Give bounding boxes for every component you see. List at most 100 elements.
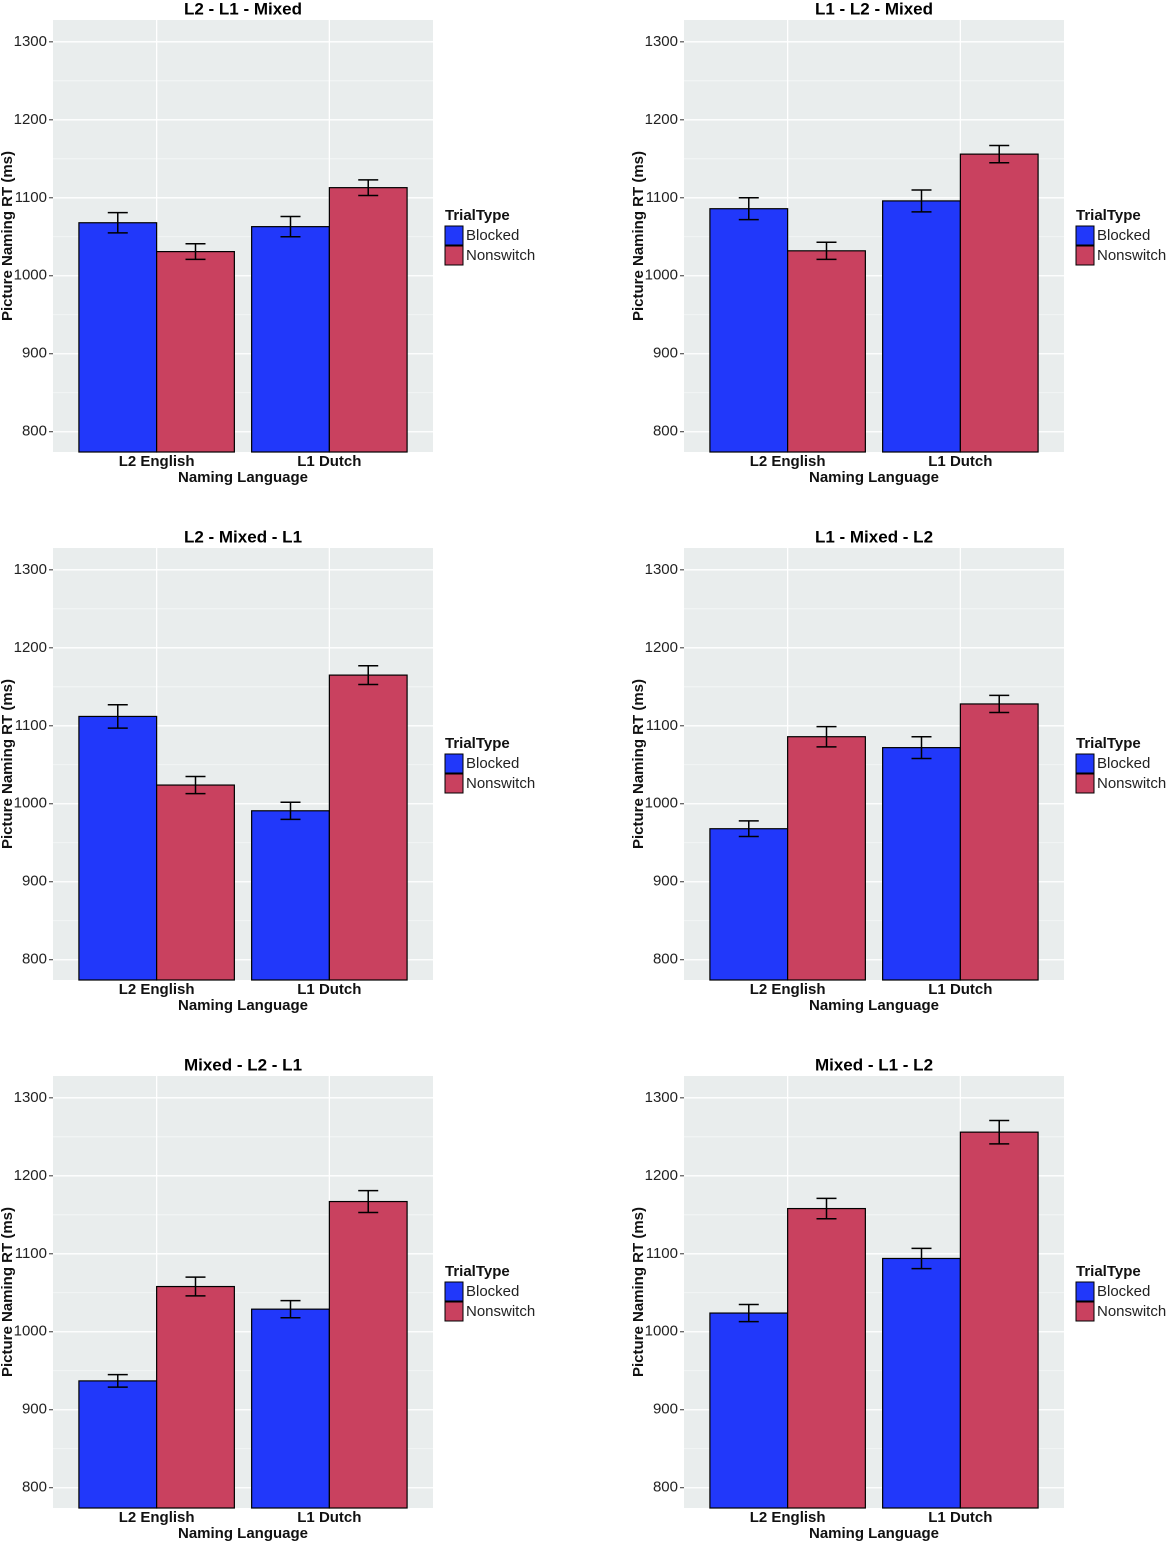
y-tick-label: 1100: [15, 189, 47, 206]
legend-key: [1075, 1281, 1095, 1302]
error-bar: [107, 1373, 128, 1388]
x-tick-label: L2 English: [750, 453, 826, 470]
error-bar: [816, 725, 837, 748]
error-bar: [185, 243, 206, 261]
y-tick-label: 1100: [15, 1245, 47, 1262]
bar: [709, 828, 789, 981]
y-tick-label: 800: [22, 423, 47, 440]
legend-label: Nonswitch: [466, 775, 535, 792]
y-axis-label: Picture Naming RT (ms): [0, 679, 16, 849]
y-tick-label: 1300: [14, 33, 47, 50]
bar: [882, 1257, 961, 1509]
y-tick-label: 800: [653, 1479, 678, 1496]
x-tick-label: L1 Dutch: [297, 981, 361, 998]
y-tick-label: 1300: [645, 1089, 678, 1106]
x-axis-label: Naming Language: [809, 1525, 939, 1542]
y-tick-label: 1200: [14, 1167, 47, 1184]
error-bar: [107, 703, 128, 729]
y-tick-label: 1000: [14, 1323, 47, 1340]
x-tick-label: L2 English: [119, 453, 195, 470]
x-tick-label: L1 Dutch: [928, 453, 992, 470]
error-bar: [911, 1247, 932, 1270]
legend-label: Nonswitch: [466, 247, 535, 264]
error-bar: [738, 820, 759, 838]
bar: [882, 747, 961, 981]
chart-title: L2 - Mixed - L1: [184, 527, 302, 546]
legend-title: TrialType: [1076, 207, 1141, 224]
bar: [787, 736, 866, 981]
y-tick-label: 900: [22, 1401, 47, 1418]
error-bar: [989, 694, 1010, 714]
y-tick-label: 1300: [645, 561, 678, 578]
legend-key: [444, 773, 464, 794]
error-bar: [816, 241, 837, 261]
chart-title: Mixed - L2 - L1: [184, 1055, 302, 1074]
x-tick-label: L2 English: [750, 1509, 826, 1526]
y-tick-label: 900: [653, 873, 678, 890]
legend-title: TrialType: [445, 1263, 510, 1280]
chart-title: L2 - L1 - Mixed: [184, 0, 302, 18]
bar: [156, 1285, 235, 1509]
bar: [78, 715, 158, 981]
y-tick-label: 1200: [645, 111, 678, 128]
bar: [156, 784, 235, 981]
y-tick-label: 1000: [645, 267, 678, 284]
legend-key: [1075, 753, 1095, 774]
error-bar: [358, 1189, 379, 1214]
bar: [959, 153, 1039, 453]
error-bar: [911, 735, 932, 760]
x-tick-label: L1 Dutch: [297, 1509, 361, 1526]
legend-key: [1075, 1301, 1095, 1322]
legend-key: [444, 1281, 464, 1302]
y-tick-label: 900: [22, 873, 47, 890]
legend-label: Blocked: [466, 227, 519, 244]
legend-key: [444, 245, 464, 266]
y-tick-label: 1300: [14, 1089, 47, 1106]
y-tick-label: 1100: [646, 717, 678, 734]
x-axis-label: Naming Language: [178, 997, 308, 1014]
bar: [882, 200, 961, 453]
legend-key: [1075, 773, 1095, 794]
x-axis-label: Naming Language: [178, 1525, 308, 1542]
y-axis-label: Picture Naming RT (ms): [630, 1207, 647, 1377]
x-axis-label: Naming Language: [809, 469, 939, 486]
x-tick-label: L2 English: [119, 1509, 195, 1526]
error-bar: [185, 775, 206, 795]
error-bar: [358, 664, 379, 686]
x-tick-label: L2 English: [119, 981, 195, 998]
y-tick-label: 800: [22, 951, 47, 968]
y-tick-label: 1000: [645, 795, 678, 812]
error-bar: [989, 144, 1010, 164]
legend-label: Blocked: [1097, 1283, 1150, 1300]
y-tick-label: 1300: [645, 33, 678, 50]
y-tick-label: 1200: [14, 111, 47, 128]
y-tick-label: 800: [653, 951, 678, 968]
y-tick-label: 900: [653, 1401, 678, 1418]
legend-label: Nonswitch: [1097, 1303, 1166, 1320]
y-tick-label: 1000: [14, 267, 47, 284]
bar: [709, 208, 789, 453]
legend-label: Blocked: [1097, 227, 1150, 244]
bar: [78, 222, 158, 453]
y-tick-label: 900: [22, 345, 47, 362]
bar: [251, 226, 330, 453]
legend-key: [1075, 225, 1095, 246]
bar: [251, 1308, 330, 1509]
legend-key: [444, 1301, 464, 1322]
error-bar: [738, 197, 759, 221]
error-bar: [280, 801, 301, 821]
legend-title: TrialType: [445, 207, 510, 224]
y-axis-label: Picture Naming RT (ms): [0, 1207, 16, 1377]
bar: [959, 703, 1039, 981]
bar: [328, 187, 408, 453]
y-tick-label: 1200: [645, 1167, 678, 1184]
y-tick-label: 1000: [645, 1323, 678, 1340]
y-tick-label: 1100: [646, 1245, 678, 1262]
error-bar: [185, 1276, 206, 1297]
legend-label: Blocked: [1097, 755, 1150, 772]
legend-key: [444, 225, 464, 246]
y-axis-label: Picture Naming RT (ms): [0, 151, 16, 321]
y-tick-label: 800: [22, 1479, 47, 1496]
